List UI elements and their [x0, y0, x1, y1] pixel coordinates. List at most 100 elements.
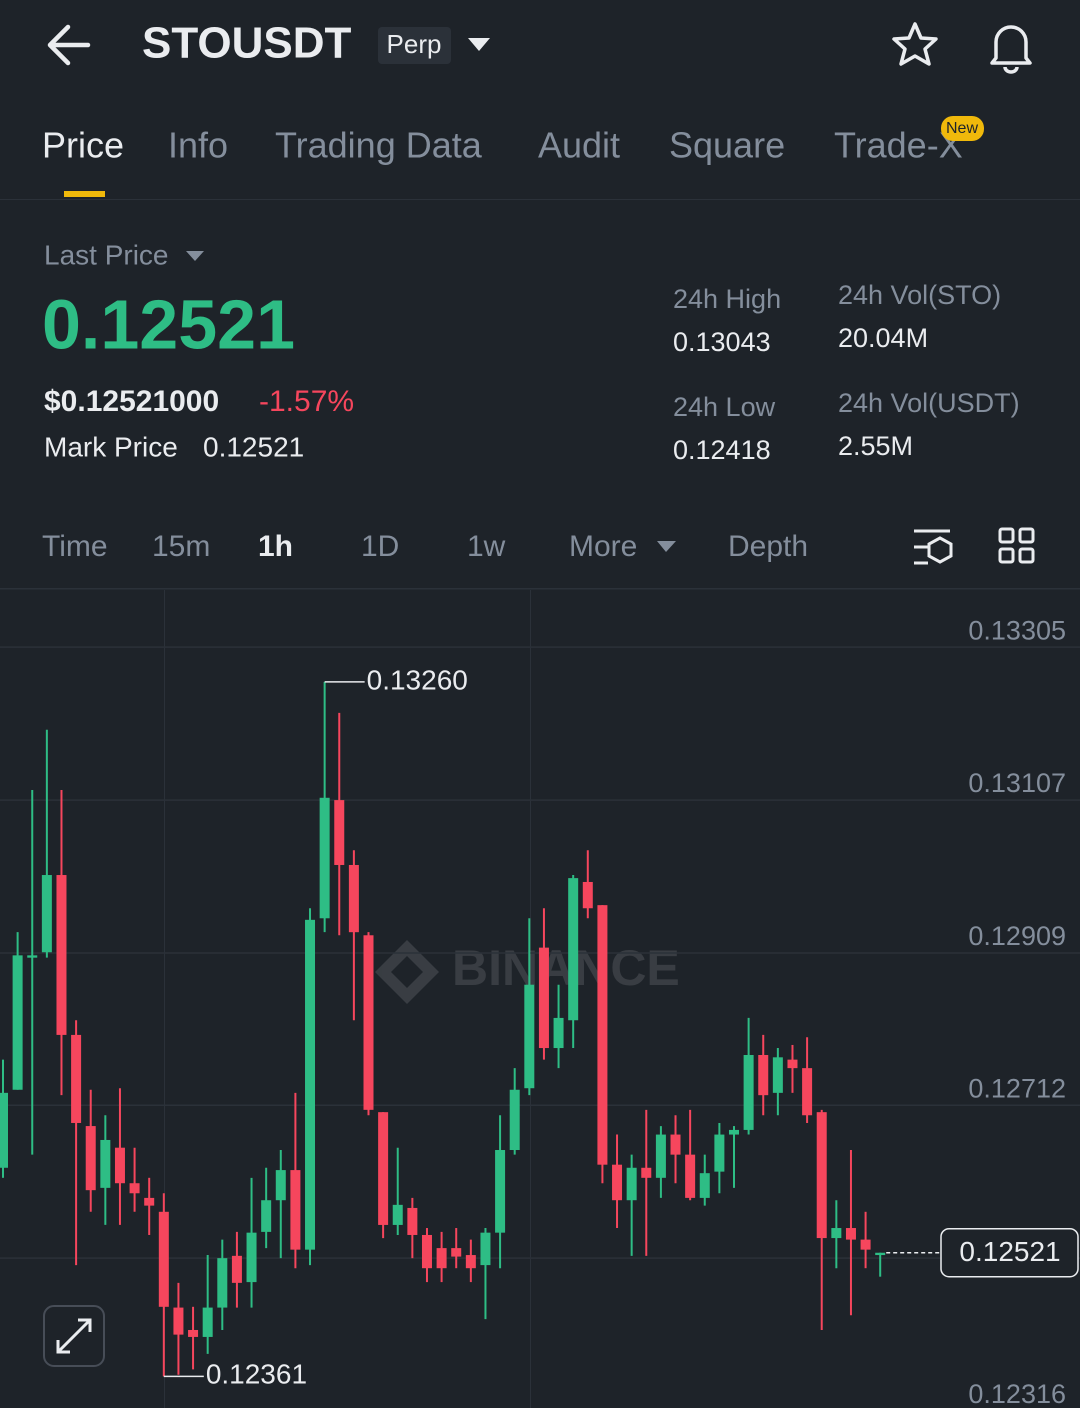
candle-body: [363, 935, 374, 1110]
candle-body: [729, 1129, 739, 1135]
symbol-dropdown[interactable]: [468, 38, 490, 51]
candle-body: [553, 1017, 564, 1049]
icon-cell: [1018, 527, 1035, 544]
tab[interactable]: Audit: [538, 125, 620, 166]
icon-lines: [914, 529, 950, 565]
candle-body: [816, 1112, 827, 1239]
candle-body: [772, 1057, 783, 1093]
tab[interactable]: Price: [42, 125, 124, 166]
candle-body: [845, 1228, 856, 1240]
new-badge-text: New: [946, 120, 978, 137]
interval[interactable]: 15m: [152, 530, 210, 563]
divider: [0, 199, 1080, 200]
stat-label: 24h Vol(USDT): [838, 388, 1020, 418]
candle-body: [407, 1207, 418, 1235]
candlestick-chart: BINANCE 0.13260 0.12361: [0, 590, 1080, 1408]
layout-icon[interactable]: [998, 527, 1035, 564]
candle-body: [217, 1258, 228, 1308]
icon-cell: [998, 527, 1015, 544]
candle-body: [173, 1307, 184, 1335]
last-price: 0.12521: [42, 285, 295, 363]
last-price-label: Last Price: [44, 239, 169, 270]
candle-body: [860, 1239, 871, 1250]
interval-active[interactable]: 1h: [258, 530, 293, 563]
candle-body: [787, 1059, 798, 1069]
candle-body: [875, 1252, 886, 1256]
y-tick-label: 0.12909: [968, 921, 1066, 951]
candle-body: [421, 1234, 432, 1269]
watermark-logo: [375, 940, 439, 1004]
candle-body: [202, 1307, 213, 1337]
stat-value: 0.12418: [673, 435, 771, 465]
indicator-settings-icon[interactable]: [914, 529, 953, 565]
interval[interactable]: 1w: [467, 530, 506, 563]
favorite-icon[interactable]: [892, 22, 938, 66]
tab[interactable]: Trading Data: [275, 125, 483, 166]
stat-label: 24h High: [673, 284, 781, 314]
interval[interactable]: Depth: [728, 530, 808, 563]
candle-body: [27, 955, 38, 958]
candle-body: [597, 905, 608, 1165]
candle-body: [685, 1154, 696, 1198]
candle-body: [802, 1068, 813, 1116]
candle-body: [348, 864, 359, 933]
candle-body: [743, 1055, 754, 1130]
candle-body: [495, 1150, 506, 1233]
candle-body: [480, 1232, 491, 1266]
candle-body: [334, 800, 345, 865]
candle-body: [56, 875, 67, 1035]
icon-cell: [1018, 547, 1035, 564]
back-button[interactable]: [47, 24, 91, 66]
candle-body: [582, 881, 593, 909]
candle-body: [144, 1197, 155, 1206]
candle-body: [641, 1167, 652, 1178]
candle-body: [714, 1134, 725, 1172]
candle-body: [0, 1092, 8, 1168]
interval[interactable]: More: [569, 530, 637, 563]
max-label: 0.13260: [367, 664, 468, 695]
watermark: BINANCE: [375, 940, 680, 1004]
candle-body: [699, 1173, 710, 1198]
candle-body: [188, 1329, 199, 1337]
candle-body: [378, 1112, 389, 1225]
candle-body: [12, 955, 23, 1090]
last-price-dropdown[interactable]: [186, 251, 204, 261]
candle-body: [670, 1134, 681, 1155]
stat-label: 24h Low: [673, 392, 776, 422]
candle-body: [612, 1164, 623, 1201]
candle-body: [158, 1211, 169, 1307]
candle-body: [41, 875, 52, 953]
candle-body: [100, 1139, 111, 1188]
candle-body: [831, 1228, 842, 1239]
candle-body: [71, 1034, 82, 1123]
vertical-grid-line: [164, 590, 165, 1408]
candle-body: [436, 1248, 447, 1269]
bell: [990, 25, 1032, 65]
mark-price-label: Mark Price: [44, 431, 178, 462]
interval[interactable]: Time: [42, 530, 108, 563]
candle-body: [465, 1255, 476, 1269]
symbol: STOUSDT: [142, 19, 352, 68]
expand-icon: [56, 1318, 92, 1354]
y-tick-label: 0.13107: [968, 768, 1066, 798]
interval[interactable]: 1D: [361, 530, 399, 563]
mark-price: 0.12521: [203, 431, 304, 462]
y-tick-label: 0.12712: [968, 1073, 1066, 1103]
candle-body: [114, 1147, 125, 1184]
tab[interactable]: Info: [168, 125, 228, 166]
y-tick-label: 0.13305: [968, 615, 1066, 645]
last-price-tag-label: 0.12521: [959, 1236, 1060, 1267]
candle-body: [509, 1089, 520, 1151]
last-price-tag: [940, 1227, 1079, 1278]
new-badge: [941, 116, 984, 141]
tab[interactable]: Square: [669, 125, 785, 166]
more-dropdown[interactable]: [657, 541, 676, 552]
alert-icon[interactable]: [990, 25, 1032, 74]
contract-type: Perp: [387, 29, 442, 59]
candle-body: [758, 1055, 769, 1096]
fullscreen-button[interactable]: [43, 1305, 105, 1367]
candle-body: [275, 1170, 286, 1201]
stat-value: 20.04M: [838, 323, 928, 353]
